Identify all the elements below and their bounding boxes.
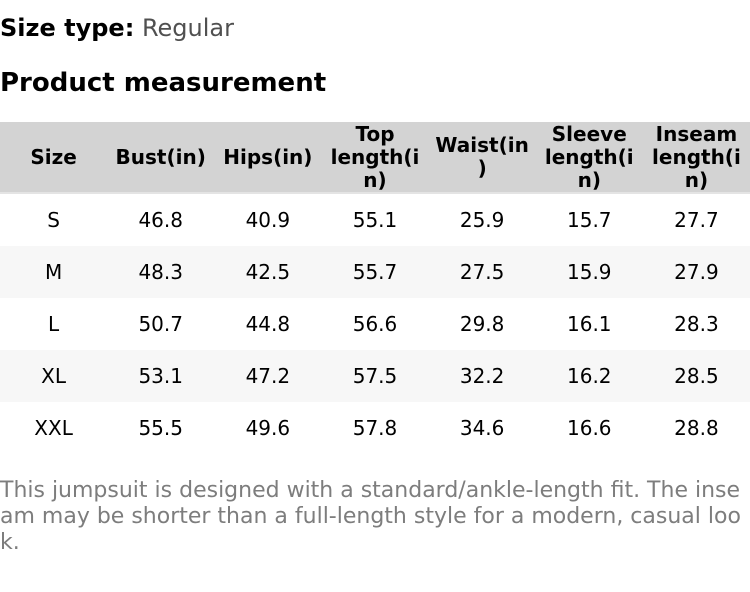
- table-cell: 15.9: [567, 260, 612, 284]
- size-type-value: Regular: [141, 14, 234, 42]
- table-cell: 53.1: [138, 364, 183, 388]
- fit-note: This jumpsuit is designed with a standar…: [0, 478, 741, 555]
- table-cell: 27.9: [674, 260, 719, 284]
- table-cell: 27.7: [674, 208, 719, 232]
- table-cell: L: [47, 312, 60, 336]
- table-cell: M: [44, 260, 63, 284]
- table-cell: S: [47, 208, 60, 232]
- table-cell: 28.8: [674, 416, 719, 440]
- table-cell: 15.7: [567, 208, 612, 232]
- table-cell: 49.6: [245, 416, 291, 440]
- size-measurement-table: Size Bust(in) Hips(in) Top length(in) Wa…: [0, 122, 750, 454]
- table-cell: 50.7: [138, 312, 183, 336]
- table-cell: 29.8: [459, 312, 505, 336]
- table-cell: 44.8: [245, 312, 291, 336]
- table-cell: 40.9: [245, 208, 291, 232]
- table-cell: 34.6: [459, 416, 505, 440]
- column-header-size: Size: [0, 122, 108, 194]
- table-header-row: Size Bust(in) Hips(in) Top length(in) Wa…: [0, 122, 750, 194]
- table-cell: 56.6: [352, 312, 398, 336]
- table-row: M 48.3 42.5 55.7 27.5 15.9 27.9: [0, 246, 750, 298]
- column-header-bust: Bust(in): [107, 122, 215, 194]
- column-header-top-length: Top length(in): [321, 122, 429, 194]
- table-cell: 55.5: [138, 416, 183, 440]
- table-cell: 16.2: [567, 364, 612, 388]
- table-cell: XL: [41, 364, 66, 388]
- table-cell: 47.2: [245, 364, 291, 388]
- size-table-header: Size Bust(in) Hips(in) Top length(in) Wa…: [0, 122, 750, 194]
- table-cell: 57.5: [352, 364, 398, 388]
- table-cell: 27.5: [459, 260, 505, 284]
- product-measurement-title: Product measurement: [0, 68, 327, 98]
- table-cell: 55.7: [352, 260, 398, 284]
- table-cell: 55.1: [352, 208, 398, 232]
- table-cell: 16.6: [567, 416, 612, 440]
- table-cell: 16.1: [567, 312, 612, 336]
- size-type-label: Size type:: [0, 14, 135, 42]
- table-cell: 42.5: [245, 260, 291, 284]
- column-header-hips: Hips(in): [214, 122, 322, 194]
- table-row: L 50.7 44.8 56.6 29.8 16.1 28.3: [0, 298, 750, 350]
- table-cell: 46.8: [138, 208, 183, 232]
- table-cell: 57.8: [352, 416, 398, 440]
- column-header-inseam-length: Inseam length(in): [642, 122, 750, 194]
- size-type-row: Size type: Regular: [0, 14, 750, 42]
- column-header-sleeve-length: Sleeve length(in): [535, 122, 643, 194]
- table-cell: 32.2: [459, 364, 505, 388]
- table-cell: 48.3: [138, 260, 183, 284]
- column-header-waist: Waist(in): [428, 122, 536, 194]
- table-cell: XXL: [34, 416, 73, 440]
- table-cell: 28.3: [674, 312, 719, 336]
- table-row: S 46.8 40.9 55.1 25.9 15.7 27.7: [0, 193, 750, 246]
- table-cell: 25.9: [459, 208, 505, 232]
- table-row: XL 53.1 47.2 57.5 32.2 16.2 28.5: [0, 350, 750, 402]
- size-table-body: S 46.8 40.9 55.1 25.9 15.7 27.7 M 48.3 42.5 55.7 27…: [0, 193, 750, 454]
- table-cell: 28.5: [674, 364, 719, 388]
- table-row: XXL 55.5 49.6 57.8 34.6 16.6 28.8: [0, 402, 750, 454]
